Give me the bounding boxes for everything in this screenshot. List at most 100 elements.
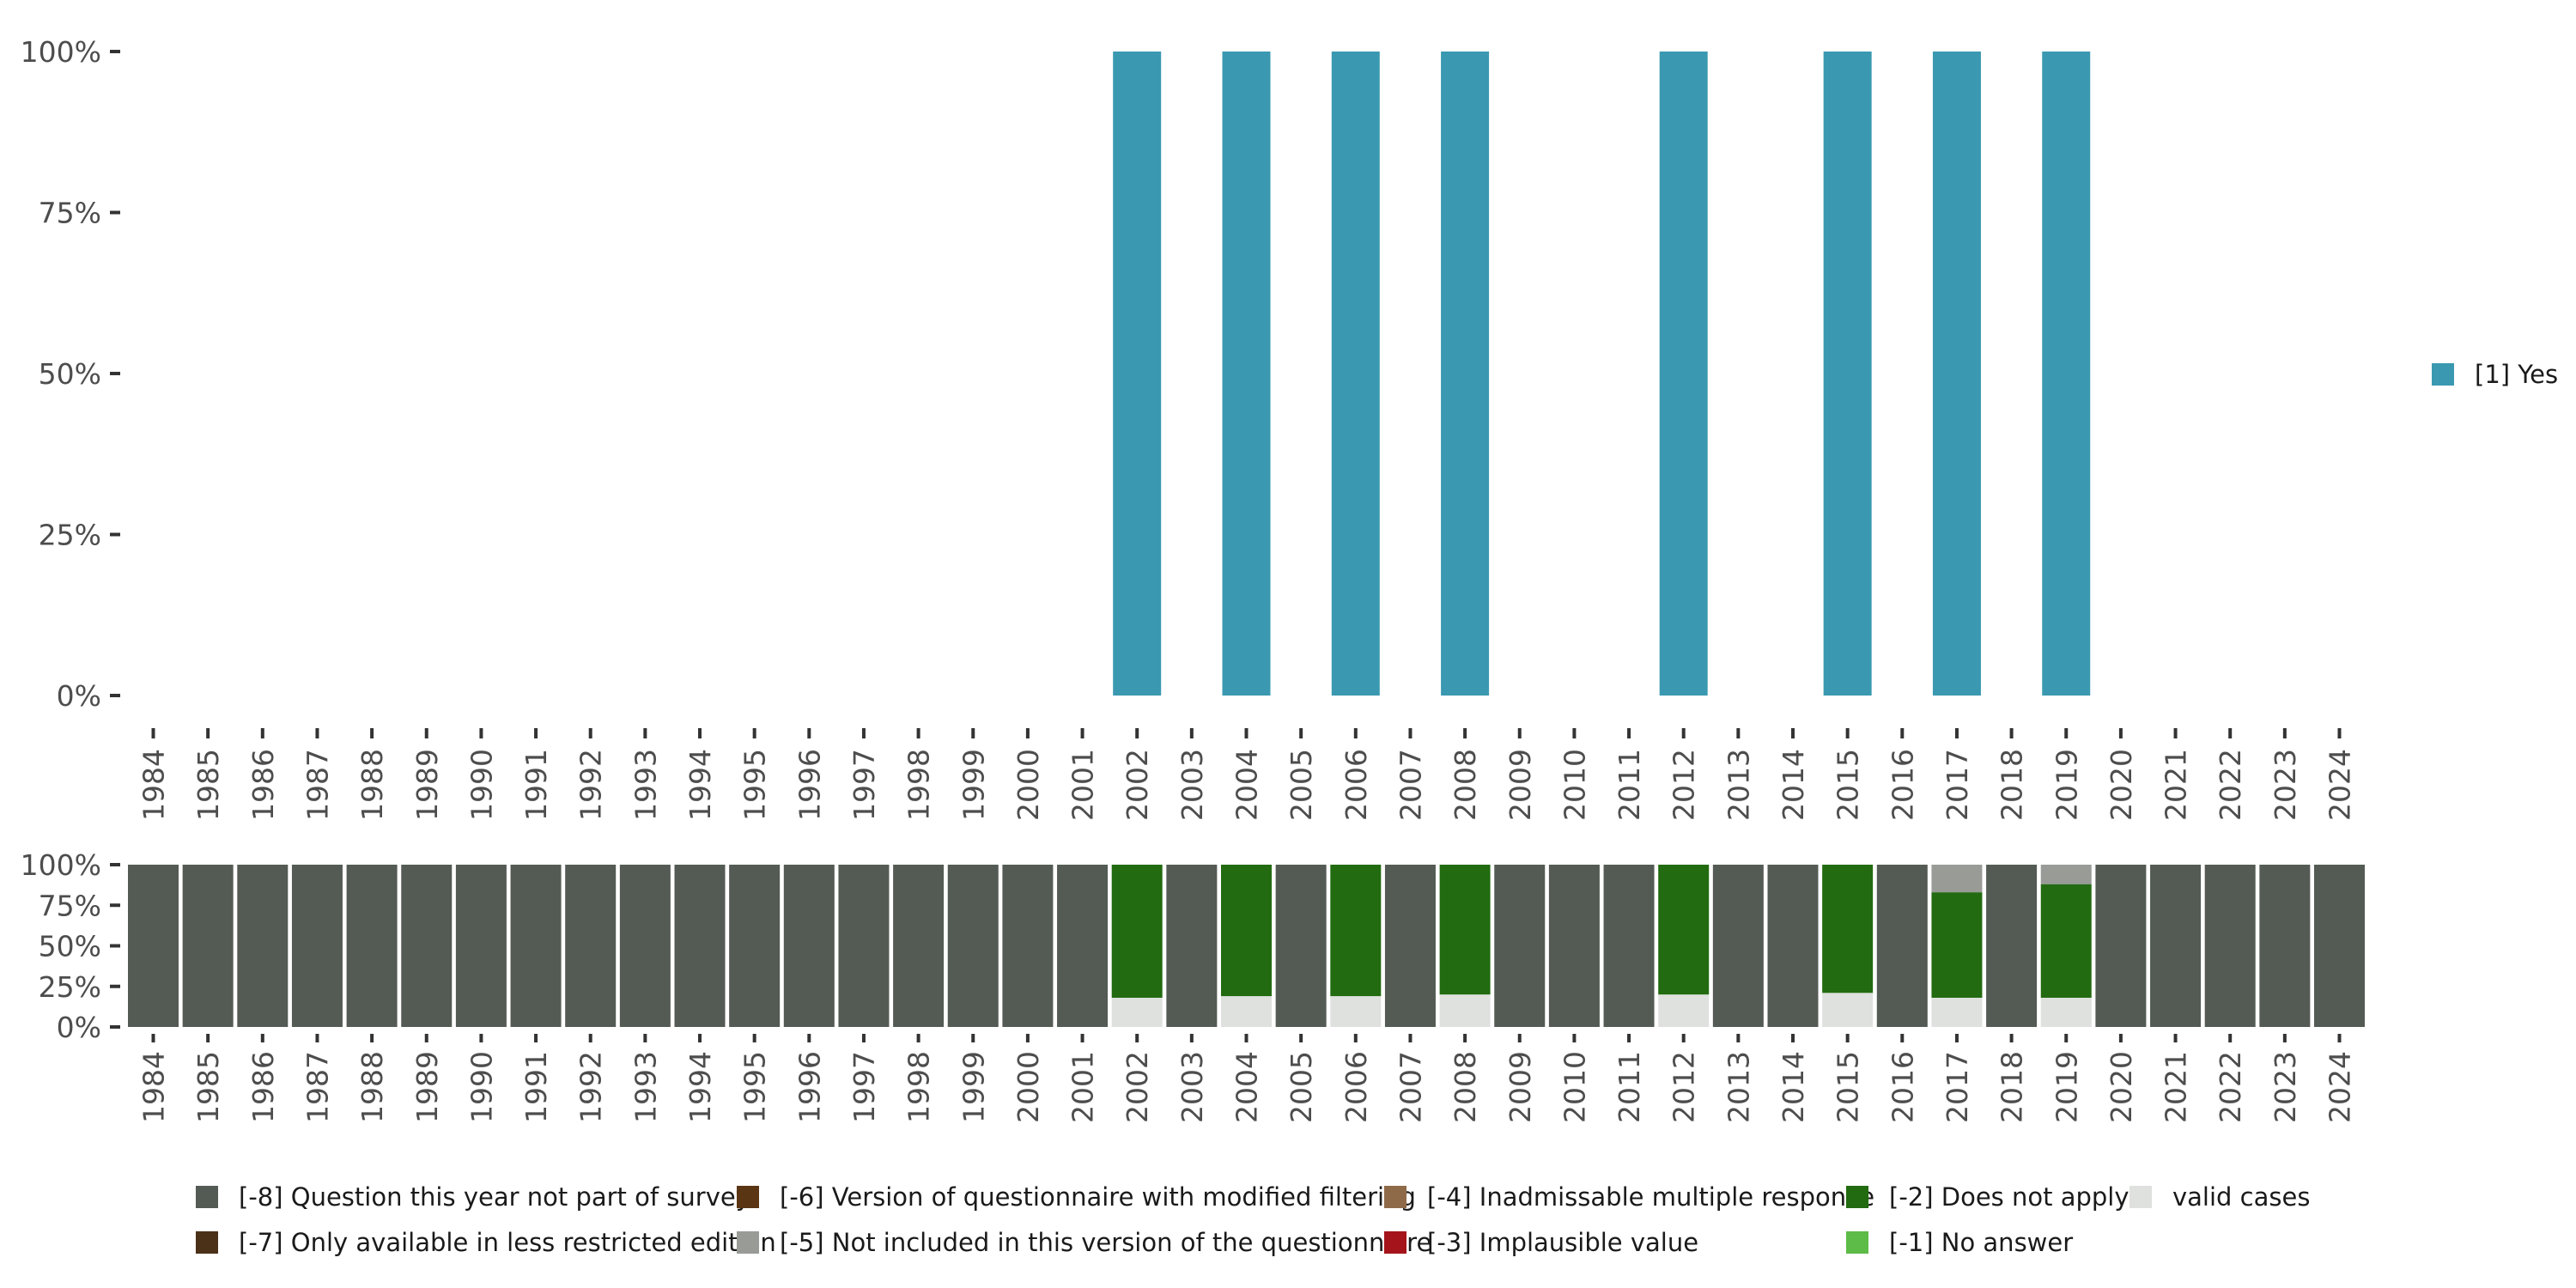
bottom-x-tick-label: 1986 [246, 1051, 280, 1123]
bottom-x-tick-label: 2007 [1394, 1051, 1427, 1123]
stack-8-question-this-year-not-part-of-survey-1994 [674, 865, 726, 1027]
stack-2-does-not-apply-2006 [1330, 865, 1382, 997]
top-x-tick-label: 2018 [1996, 749, 2029, 821]
stack-8-question-this-year-not-part-of-survey-2021 [2150, 865, 2202, 1027]
stack-8-question-this-year-not-part-of-survey-2001 [1057, 865, 1109, 1027]
top-x-tick-label: 1991 [519, 749, 553, 821]
top-x-tick-label: 1995 [738, 749, 772, 821]
bottom-chart: 0% 25% 50% 75% 100% 1984 1985 1986 1987 1988 1989 1… [21, 848, 2365, 1123]
top-x-tick-label: 2013 [1722, 749, 1755, 821]
bottom-x-tick-label: 2014 [1777, 1051, 1810, 1123]
stack-8-question-this-year-not-part-of-survey-2018 [1986, 865, 2038, 1027]
legend-label-2: [-6] Version of questionnaire with modif… [780, 1182, 1416, 1212]
bottom-x-tick-label: 2013 [1722, 1051, 1755, 1123]
bottom-x-tick-label: 2001 [1066, 1051, 1100, 1123]
bottom-y-tick-label: 50% [39, 930, 101, 963]
stack-8-question-this-year-not-part-of-survey-2010 [1548, 865, 1600, 1027]
bar-yes-2006 [1331, 52, 1380, 696]
bottom-x-tick-label: 2002 [1121, 1051, 1154, 1123]
bottom-x-tick-label: 2009 [1504, 1051, 1537, 1123]
bottom-x-tick-label: 2018 [1996, 1051, 2029, 1123]
top-x-tick-label: 1996 [793, 749, 826, 821]
stack-2-does-not-apply-2012 [1658, 865, 1710, 995]
bottom-x-tick-label: 2012 [1668, 1051, 1701, 1123]
legend-label-3: [-5] Not included in this version of the… [780, 1228, 1431, 1257]
top-x-tick-label: 1990 [465, 749, 498, 821]
legend-swatch-4 [1384, 1186, 1406, 1208]
bottom-y-tick-label: 75% [39, 889, 101, 922]
bottom-x-tick-label: 2011 [1613, 1051, 1646, 1123]
top-x-tick-label: 1997 [848, 749, 881, 821]
bottom-x-tick-label: 2010 [1558, 1051, 1591, 1123]
bottom-x-tick-label: 1996 [793, 1051, 826, 1123]
top-x-tick-label: 2024 [2324, 749, 2357, 821]
top-x-tick-label: 2014 [1777, 749, 1810, 821]
stack-8-question-this-year-not-part-of-survey-2003 [1166, 865, 1218, 1027]
stack-valid-cases-2015 [1822, 993, 1874, 1027]
bottom-x-tick-label: 1988 [355, 1051, 389, 1123]
top-x-tick-label: 1993 [629, 749, 662, 821]
bottom-x-tick-label: 2016 [1886, 1051, 1919, 1123]
stack-8-question-this-year-not-part-of-survey-1993 [619, 865, 671, 1027]
bottom-x-tick-label: 2004 [1230, 1051, 1264, 1123]
stack-valid-cases-2004 [1221, 996, 1272, 1027]
top-x-tick-label: 2001 [1066, 749, 1100, 821]
bottom-x-tick-label: 2020 [2105, 1051, 2138, 1123]
bottom-x-tick-label: 1985 [191, 1051, 225, 1123]
stack-8-question-this-year-not-part-of-survey-2024 [2314, 865, 2365, 1027]
top-x-tick-label: 2023 [2269, 749, 2302, 821]
bar-yes-2017 [1932, 52, 1981, 696]
legend-swatch-1 [196, 1231, 218, 1254]
top-x-tick-label: 2000 [1012, 749, 1045, 821]
legend-label-4: [-4] Inadmissable multiple response [1427, 1182, 1874, 1212]
top-x-tick-label: 1989 [410, 749, 444, 821]
top-x-tick-label: 2011 [1613, 749, 1646, 821]
legend-label-8: valid cases [2172, 1182, 2310, 1212]
top-x-tick-label: 2020 [2105, 749, 2138, 821]
bottom-x-tick-label: 2022 [2214, 1051, 2247, 1123]
bar-yes-2019 [2042, 52, 2091, 696]
stack-8-question-this-year-not-part-of-survey-2022 [2204, 865, 2256, 1027]
stack-8-question-this-year-not-part-of-survey-2007 [1384, 865, 1436, 1027]
top-x-tick-label: 2009 [1504, 749, 1537, 821]
top-legend: [1] Yes [2432, 360, 2558, 389]
bottom-x-tick-label: 2019 [2050, 1051, 2083, 1123]
top-x-tick-label: 1998 [902, 749, 936, 821]
stack-8-question-this-year-not-part-of-survey-1990 [455, 865, 507, 1027]
stack-8-question-this-year-not-part-of-survey-2013 [1712, 865, 1764, 1027]
stack-8-question-this-year-not-part-of-survey-1986 [237, 865, 289, 1027]
bottom-y-tick-label: 100% [21, 848, 101, 882]
legend-label-0: [-8] Question this year not part of surv… [239, 1182, 750, 1212]
legend-swatch-0 [196, 1186, 218, 1208]
legend-label-6: [-2] Does not apply [1889, 1182, 2129, 1212]
top-x-tick-label: 1994 [683, 749, 717, 821]
stack-valid-cases-2008 [1439, 994, 1491, 1027]
stack-valid-cases-2002 [1111, 997, 1163, 1027]
legend-swatch-6 [1846, 1186, 1868, 1208]
stack-5-not-included-in-this-version-of-the-questionnaire-2019 [2040, 865, 2092, 884]
stack-8-question-this-year-not-part-of-survey-1984 [128, 865, 179, 1027]
stack-8-question-this-year-not-part-of-survey-2000 [1002, 865, 1054, 1027]
top-x-tick-label: 2017 [1941, 749, 1974, 821]
legend-swatch-3 [737, 1231, 759, 1254]
bottom-x-tick-label: 2017 [1941, 1051, 1974, 1123]
legend-label-7: [-1] No answer [1889, 1228, 2073, 1257]
stack-2-does-not-apply-2004 [1221, 865, 1272, 997]
bottom-y-tick-label: 0% [57, 1011, 101, 1044]
bar-yes-2008 [1441, 52, 1490, 696]
stack-8-question-this-year-not-part-of-survey-1995 [729, 865, 781, 1027]
top-x-tick-label: 2019 [2050, 749, 2083, 821]
legend-label-1: [-7] Only available in less restricted e… [239, 1228, 776, 1257]
top-x-tick-label: 2008 [1449, 749, 1482, 821]
bottom-x-tick-label: 2000 [1012, 1051, 1045, 1123]
bottom-x-tick-label: 1998 [902, 1051, 936, 1123]
bottom-x-tick-label: 2015 [1832, 1051, 1865, 1123]
legend-swatch-yes [2432, 363, 2454, 386]
top-x-tick-label: 1984 [137, 749, 171, 821]
top-chart: 0% 25% 50% 75% 100% 1984 1985 1986 1987 1988 1989 1… [21, 35, 2357, 821]
stack-8-question-this-year-not-part-of-survey-1998 [893, 865, 945, 1027]
legend-swatch-7 [1846, 1231, 1868, 1254]
bottom-x-tick-label: 1995 [738, 1051, 772, 1123]
stack-8-question-this-year-not-part-of-survey-1991 [510, 865, 562, 1027]
